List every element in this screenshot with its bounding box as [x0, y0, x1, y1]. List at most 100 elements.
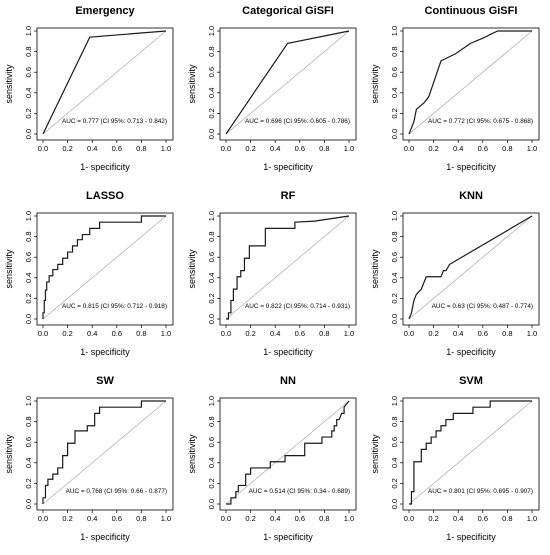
auc-annotation: AUC = 0.772 (CI 95%: 0.675 - 0.868)	[428, 118, 533, 125]
roc-panel-lasso: LASSO 0.0 0.2 0.4 0.6 0.8 1.0 0.0 0.2 0.4 0.6 0.8 1.…	[0, 185, 183, 370]
chart-title: Categorical GiSFI	[242, 5, 334, 17]
x-axis-label: 1- specificity	[80, 347, 130, 357]
x-tick-label: 1.0	[161, 144, 171, 153]
chart-title: KNN	[459, 190, 483, 202]
x-axis-label: 1- specificity	[263, 532, 313, 542]
x-axis-label: 1- specificity	[80, 162, 130, 172]
auc-annotation: AUC = 0.768 (CI 95%: 0.66 - 0.877)	[66, 488, 167, 495]
y-tick-label: 0.8	[207, 46, 216, 56]
roc-panel-svm: SVM 0.0 0.2 0.4 0.6 0.8 1.0 0.0 0.2 0.4 0.6 0.8 1.0 1…	[366, 370, 549, 555]
y-tick-label: 0.6	[207, 252, 216, 262]
y-tick-label: 0.4	[207, 273, 216, 283]
y-tick-label: 0.4	[207, 458, 216, 468]
y-tick-label: 1.0	[24, 211, 33, 221]
y-tick-label: 0.0	[24, 129, 33, 139]
x-tick-label: 0.8	[502, 144, 512, 153]
y-axis-label: sensitivity	[370, 249, 380, 289]
x-tick-label: 0.6	[295, 144, 305, 153]
x-axis-label: 1- specificity	[446, 162, 496, 172]
x-tick-label: 0.4	[87, 144, 97, 153]
y-tick-label: 1.0	[390, 26, 399, 36]
roc-curve	[408, 30, 532, 135]
x-tick-label: 0.2	[62, 514, 72, 523]
y-tick-label: 1.0	[390, 211, 399, 221]
auc-annotation: AUC = 0.514 (CI 95%: 0.34 - 0.689)	[249, 488, 350, 495]
y-tick-label: 0.4	[390, 458, 399, 468]
y-tick-label: 0.0	[390, 499, 399, 509]
x-tick-label: 0.8	[136, 144, 146, 153]
y-tick-label: 0.6	[24, 252, 33, 262]
y-axis-label: sensitivity	[187, 434, 197, 474]
y-tick-label: 1.0	[24, 26, 33, 36]
x-tick-label: 0.4	[453, 329, 463, 338]
y-tick-label: 0.0	[24, 314, 33, 324]
plot-frame	[36, 27, 174, 141]
y-tick-label: 0.2	[390, 293, 399, 303]
x-tick-label: 0.6	[295, 329, 305, 338]
x-tick-label: 0.2	[428, 514, 438, 523]
y-tick-label: 0.2	[24, 293, 33, 303]
x-tick-label: 0.2	[245, 514, 255, 523]
y-tick-label: 1.0	[207, 211, 216, 221]
roc-panel-knn: KNN 0.0 0.2 0.4 0.6 0.8 1.0 0.0 0.2 0.4 0.6 0.8 1.0 1…	[366, 185, 549, 370]
chart-title: SVM	[459, 375, 483, 387]
y-tick-label: 1.0	[207, 26, 216, 36]
y-tick-label: 0.8	[390, 231, 399, 241]
y-axis-label: sensitivity	[370, 64, 380, 104]
y-tick-label: 0.4	[24, 88, 33, 98]
auc-annotation: AUC = 0.696 (CI 95%: 0.605 - 0.786)	[245, 118, 350, 125]
x-axis-label: 1- specificity	[263, 162, 313, 172]
y-axis-label: sensitivity	[4, 434, 14, 474]
chart-title: Emergency	[75, 5, 135, 17]
x-tick-label: 0.8	[136, 329, 146, 338]
x-tick-label: 0.0	[38, 144, 48, 153]
y-tick-label: 0.8	[390, 46, 399, 56]
plot-frame	[219, 212, 357, 326]
y-tick-label: 1.0	[24, 396, 33, 406]
roc-panel-categorical-gisfi: Categorical GiSFI 0.0 0.2 0.4 0.6 0.8 1.0 0.0 0.…	[183, 0, 366, 185]
y-tick-label: 0.8	[207, 231, 216, 241]
x-tick-label: 1.0	[527, 329, 537, 338]
x-tick-label: 0.4	[453, 514, 463, 523]
x-tick-label: 1.0	[161, 329, 171, 338]
x-tick-label: 0.0	[404, 329, 414, 338]
roc-curve	[225, 30, 350, 135]
y-tick-label: 0.0	[390, 314, 399, 324]
chance-diagonal	[42, 215, 167, 320]
roc-panel-rf: RF 0.0 0.2 0.4 0.6 0.8 1.0 0.0 0.2 0.4 0.6 0.8 1.0 1-…	[183, 185, 366, 370]
y-tick-label: 0.8	[390, 416, 399, 426]
y-tick-label: 0.4	[390, 88, 399, 98]
x-tick-label: 0.8	[319, 514, 329, 523]
roc-plot: KNN 0.0 0.2 0.4 0.6 0.8 1.0 0.0 0.2 0.4 0.6 0.8 1.0 1…	[370, 190, 540, 357]
x-tick-label: 0.4	[87, 329, 97, 338]
chart-title: SW	[96, 375, 114, 387]
x-tick-label: 0.8	[319, 144, 329, 153]
x-tick-label: 1.0	[527, 514, 537, 523]
roc-curve	[42, 30, 167, 135]
chance-diagonal	[225, 30, 350, 135]
chart-title: Continuous GiSFI	[425, 5, 518, 17]
x-axis-label: 1- specificity	[263, 347, 313, 357]
x-tick-label: 0.0	[404, 144, 414, 153]
y-tick-label: 0.0	[390, 129, 399, 139]
x-axis-label: 1- specificity	[446, 347, 496, 357]
roc-plot: SVM 0.0 0.2 0.4 0.6 0.8 1.0 0.0 0.2 0.4 0.6 0.8 1.0 1…	[370, 375, 540, 542]
y-tick-label: 0.2	[207, 108, 216, 118]
roc-curve	[42, 400, 166, 504]
y-tick-label: 0.0	[207, 129, 216, 139]
roc-curve	[226, 215, 350, 320]
roc-plot: LASSO 0.0 0.2 0.4 0.6 0.8 1.0 0.0 0.2 0.4 0.6 0.8 1.…	[4, 190, 174, 357]
y-tick-label: 0.0	[24, 499, 33, 509]
y-tick-label: 0.6	[24, 437, 33, 447]
chance-diagonal	[42, 400, 167, 505]
plot-frame	[402, 212, 540, 326]
chance-diagonal	[225, 400, 350, 505]
y-tick-label: 0.0	[207, 314, 216, 324]
x-tick-label: 0.2	[62, 144, 72, 153]
roc-plot: Categorical GiSFI 0.0 0.2 0.4 0.6 0.8 1.0 0.0 0.…	[187, 5, 357, 172]
y-tick-label: 0.8	[207, 416, 216, 426]
x-tick-label: 1.0	[344, 514, 354, 523]
auc-annotation: AUC = 0.63 (CI 95%: 0.487 - 0.774)	[432, 303, 533, 310]
plot-frame	[219, 27, 357, 141]
